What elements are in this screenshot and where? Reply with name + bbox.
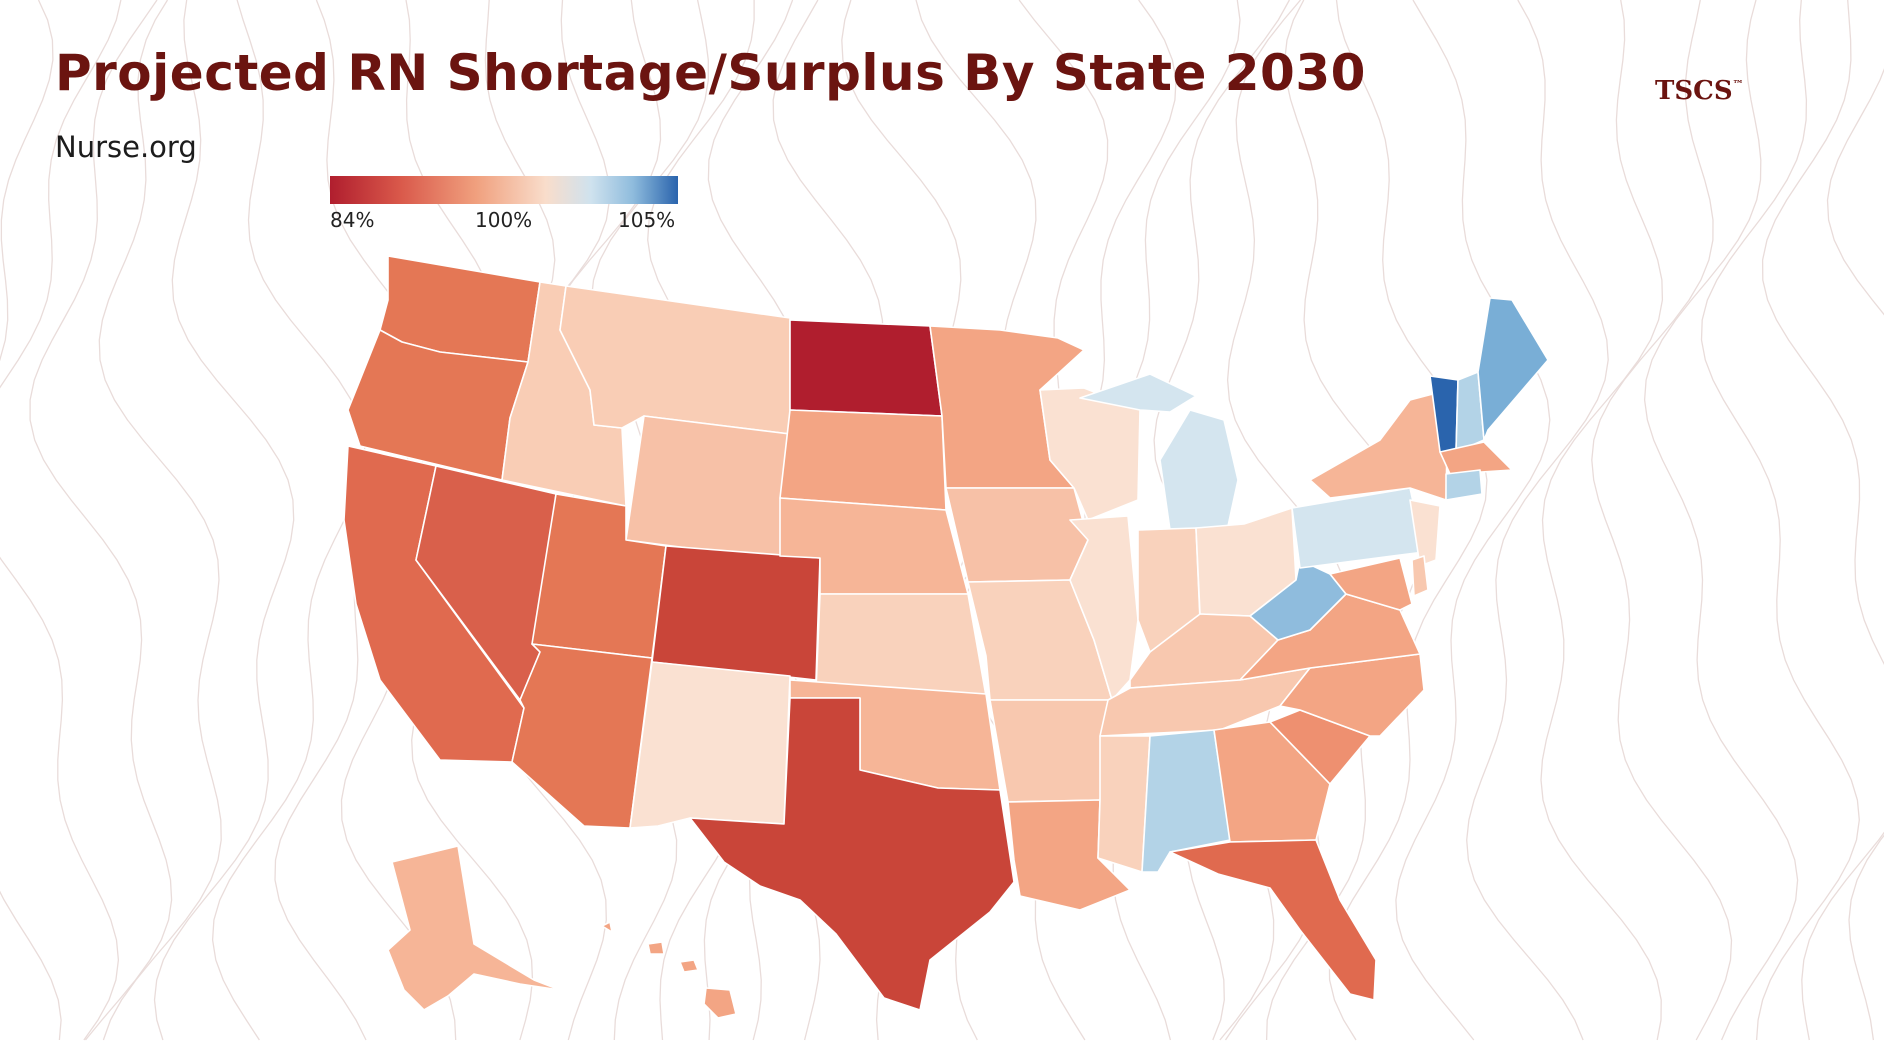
state-ct[interactable]: [1445, 469, 1483, 501]
page-title: Projected RN Shortage/Surplus By State 2…: [55, 44, 1366, 102]
state-nd[interactable]: [789, 319, 943, 417]
contour-line: [1643, 0, 1799, 1041]
contour-line: [1700, 0, 1860, 1041]
brand-name: TSCS: [1655, 76, 1733, 106]
state-fl[interactable]: [1169, 839, 1377, 1001]
color-legend: 84% 100% 105%: [330, 176, 678, 232]
state-wi[interactable]: [1039, 387, 1141, 521]
state-wy[interactable]: [625, 415, 791, 561]
state-ks[interactable]: [815, 593, 987, 697]
state-ny[interactable]: [1309, 389, 1449, 501]
state-nj[interactable]: [1409, 499, 1441, 567]
contour-line: [1826, 68, 1884, 1041]
state-ms[interactable]: [1097, 735, 1151, 873]
source-label: Nurse.org: [55, 130, 197, 164]
state-co[interactable]: [651, 545, 821, 681]
contour-line: [29, 0, 173, 1041]
trademark-mark: ™: [1732, 78, 1744, 91]
state-ar[interactable]: [989, 699, 1113, 803]
state-me[interactable]: [1477, 297, 1549, 441]
legend-min-label: 84%: [330, 208, 375, 232]
contour-line: [1466, 0, 1609, 1041]
contour-line: [1540, 0, 1664, 1041]
state-mt[interactable]: [559, 285, 791, 435]
contour-line: [98, 0, 222, 1041]
state-hi[interactable]: [601, 921, 737, 1019]
contour-line: [1395, 0, 1551, 1041]
brand-logo: TSCS™: [1655, 76, 1744, 106]
state-md[interactable]: [1329, 557, 1413, 611]
states-layer: [343, 255, 1549, 1019]
contour-line: [1591, 0, 1733, 1041]
contour-line: [0, 0, 62, 1041]
state-az[interactable]: [511, 643, 653, 829]
contour-line: [1761, 0, 1884, 1041]
legend-gradient-bar: [330, 176, 678, 204]
contour-line: [1328, 0, 1488, 1041]
legend-max-label: 105%: [618, 208, 676, 232]
contour-line: [0, 0, 122, 1041]
legend-mid-label: 100%: [475, 208, 533, 232]
state-ga[interactable]: [1213, 721, 1331, 843]
state-ia[interactable]: [945, 487, 1089, 583]
state-de[interactable]: [1411, 555, 1429, 597]
state-sd[interactable]: [779, 409, 947, 511]
contour-line: [153, 0, 295, 1041]
state-ak[interactable]: [387, 845, 561, 1011]
state-ma[interactable]: [1439, 441, 1513, 475]
state-nm[interactable]: [629, 661, 791, 829]
state-tx[interactable]: [689, 697, 1015, 1011]
state-pa[interactable]: [1291, 487, 1425, 569]
